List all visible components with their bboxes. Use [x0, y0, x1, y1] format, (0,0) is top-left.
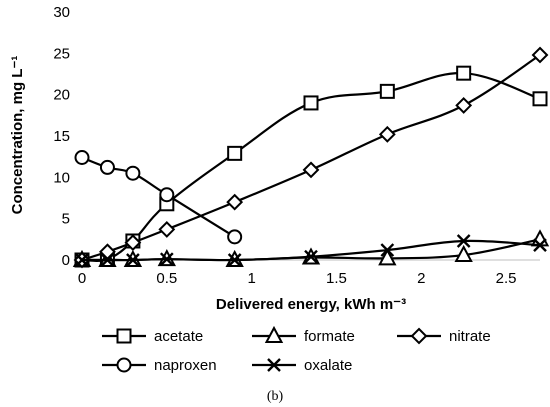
- x-axis-title: Delivered energy, kWh m⁻³: [216, 296, 406, 313]
- legend-marker-cross: [267, 358, 281, 372]
- plot-area: 0 5 10 15 20 25 30 0 0.5 1 1.5 2 2.5: [53, 4, 550, 287]
- legend-item-acetate: acetate: [102, 328, 203, 345]
- data-point-naproxen: [74, 149, 90, 165]
- data-point-acetate: [303, 95, 319, 111]
- y-tick-label: 10: [53, 169, 70, 186]
- data-point-oxalate: [100, 253, 115, 267]
- data-point-nitrate: [455, 96, 473, 114]
- x-tick-label: 0.5: [156, 270, 177, 287]
- legend-marker-square: [116, 328, 132, 344]
- y-tick-label: 15: [53, 128, 70, 145]
- data-point-formate: [454, 244, 473, 263]
- series-layer: [72, 46, 550, 269]
- data-point-acetate: [532, 91, 548, 107]
- series-naproxen: [74, 149, 243, 245]
- legend-item-formate: formate: [252, 325, 355, 345]
- data-point-nitrate: [378, 125, 396, 143]
- data-point-formate: [530, 229, 550, 247]
- y-tick-label: 25: [53, 45, 70, 62]
- data-point-oxalate: [304, 249, 318, 264]
- data-point-naproxen: [227, 229, 243, 245]
- data-point-acetate: [379, 83, 395, 99]
- legend-item-oxalate: oxalate: [252, 357, 352, 374]
- series-line-acetate: [81, 72, 541, 262]
- legend-item-naproxen: naproxen: [102, 357, 217, 374]
- data-point-oxalate: [456, 234, 471, 248]
- data-point-oxalate: [227, 253, 242, 267]
- series-formate: [72, 229, 550, 267]
- data-point-nitrate: [124, 234, 142, 252]
- legend-label: formate: [304, 328, 355, 345]
- data-point-naproxen: [99, 159, 115, 175]
- data-point-nitrate: [158, 220, 176, 238]
- data-point-nitrate: [302, 161, 320, 179]
- data-point-oxalate: [159, 252, 174, 267]
- legend-marker-diamond: [410, 327, 428, 345]
- series-oxalate: [75, 234, 547, 267]
- series-line-oxalate: [82, 239, 541, 262]
- data-point-oxalate: [380, 243, 395, 257]
- figure-caption: (b): [267, 389, 284, 404]
- legend-item-nitrate: nitrate: [397, 327, 491, 345]
- series-line-nitrate: [81, 54, 541, 262]
- data-point-nitrate: [531, 46, 549, 64]
- data-point-formate: [378, 248, 397, 266]
- data-point-oxalate: [75, 253, 89, 267]
- legend-label: naproxen: [154, 357, 217, 374]
- y-tick-label: 0: [62, 252, 70, 269]
- x-tick-label: 1: [247, 270, 255, 287]
- y-tick-label: 30: [53, 4, 70, 21]
- x-tick-labels: 0 0.5 1 1.5 2 2.5: [78, 270, 517, 287]
- data-point-naproxen: [159, 187, 175, 203]
- legend-marker-triangle: [264, 325, 284, 343]
- legend: acetate formate nitrate naproxen oxalate: [102, 325, 491, 374]
- x-tick-label: 2.5: [496, 270, 517, 287]
- data-point-acetate: [456, 65, 472, 81]
- y-tick-labels: 0 5 10 15 20 25 30: [53, 4, 70, 269]
- x-tick-label: 1.5: [326, 270, 347, 287]
- x-tick-label: 0: [78, 270, 86, 287]
- legend-marker-circle: [116, 357, 132, 373]
- data-point-nitrate: [226, 193, 244, 211]
- series-nitrate: [73, 46, 549, 269]
- data-point-oxalate: [533, 238, 547, 252]
- y-tick-label: 5: [62, 211, 70, 228]
- data-point-acetate: [227, 145, 243, 161]
- data-point-oxalate: [126, 253, 140, 267]
- y-axis-title: Concentration, mg L⁻¹: [9, 56, 26, 215]
- legend-label: nitrate: [449, 328, 491, 345]
- legend-label: acetate: [154, 328, 203, 345]
- y-tick-label: 20: [53, 87, 70, 104]
- data-point-naproxen: [125, 165, 141, 181]
- legend-label: oxalate: [304, 357, 352, 374]
- x-tick-label: 2: [417, 270, 425, 287]
